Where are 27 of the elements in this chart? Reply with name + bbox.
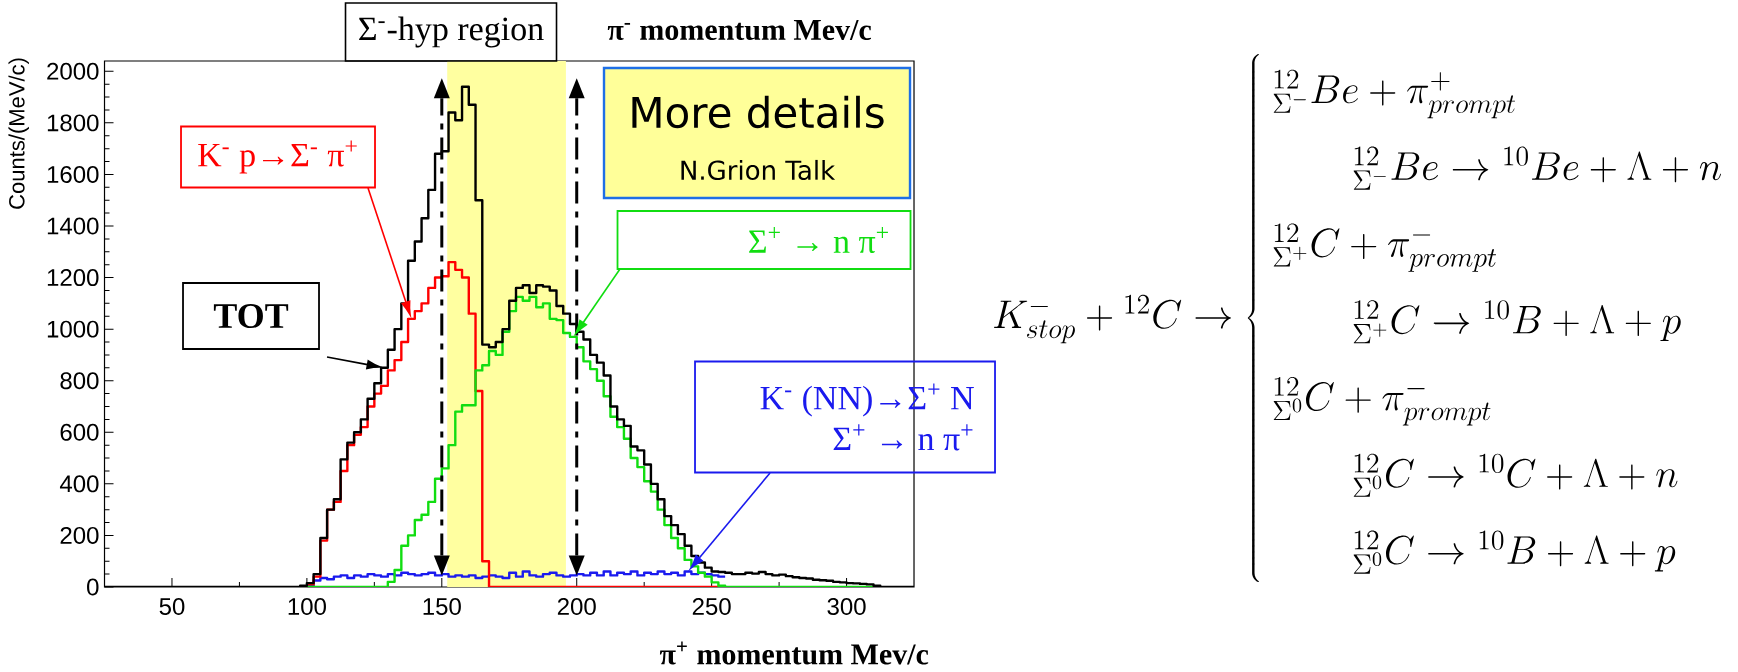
y-tick-label: 1600	[47, 165, 99, 183]
y-tick-label: 600	[60, 423, 99, 441]
x-axis-title: π$^{+}$ momentum Mev/c	[659, 641, 929, 665]
y-tick-label: 1000	[47, 320, 99, 338]
y-tick-label: 2000	[47, 62, 99, 80]
x-tick-label: 150	[423, 598, 461, 616]
y-tick-label: 800	[60, 372, 99, 390]
text: π$^{-}$ momentum Mev/c	[607, 19, 872, 41]
x-tick-label: 50	[159, 598, 185, 616]
y-tick-label: 400	[59, 475, 99, 493]
text: TOT	[213, 303, 289, 329]
y-tick-label: 0	[87, 578, 99, 596]
y-tick-label: 1200	[47, 269, 99, 287]
annotation: N.Grion Talk	[681, 159, 836, 181]
y-tick-label: 200	[60, 526, 99, 544]
text: K$^{-}$ p→Σ$^{-}$ π$^{+}$	[198, 140, 357, 174]
text: $K^{-}_{stop}+{}^{12}C\rightarrow\left\{\begin{array}{l}{}^{12}_{\Sigma^{-}}Be+\pi^{+}_{prompt}\\\qquad{}^{12}_{\Sigma^{-}}Be\rightarrow{}^{10}Be+\Lambda+n\\{}^{12}_{\Sigma^{+}}C+\pi^{-}_{prompt}\\\qquad{}^{12}_{\Sigma^{+}}C\rightarrow{}^{10}B+\Lambda+p\\{}^{12}_{\Sigma^{0}}C+\pi^{-}_{prompt}\\\qquad{}^{12}_{\Sigma^{0}}C\rightarrow{}^{10}C+\Lambda+n\\\qquad{}^{12}_{\Sigma^{0}}C\rightarrow{}^{10}B+\Lambda+p\end{array}\right.$	[994, 54, 1722, 582]
x-tick-label: 300	[827, 598, 866, 616]
text: Σ$^{-}$-hyp region	[359, 16, 544, 48]
y-tick-label: 1400	[47, 217, 99, 235]
x-tick-label: 200	[557, 598, 596, 616]
y-axis-title: Counts/(MeV/c)	[8, 58, 29, 209]
y-tick-label: 1800	[47, 114, 99, 132]
x-tick-label: 100	[288, 598, 326, 616]
text: Σ$^{+}$ → n π$^{+}$	[749, 226, 888, 254]
x-tick-label: 250	[692, 598, 731, 616]
annotation: More details	[632, 95, 884, 129]
